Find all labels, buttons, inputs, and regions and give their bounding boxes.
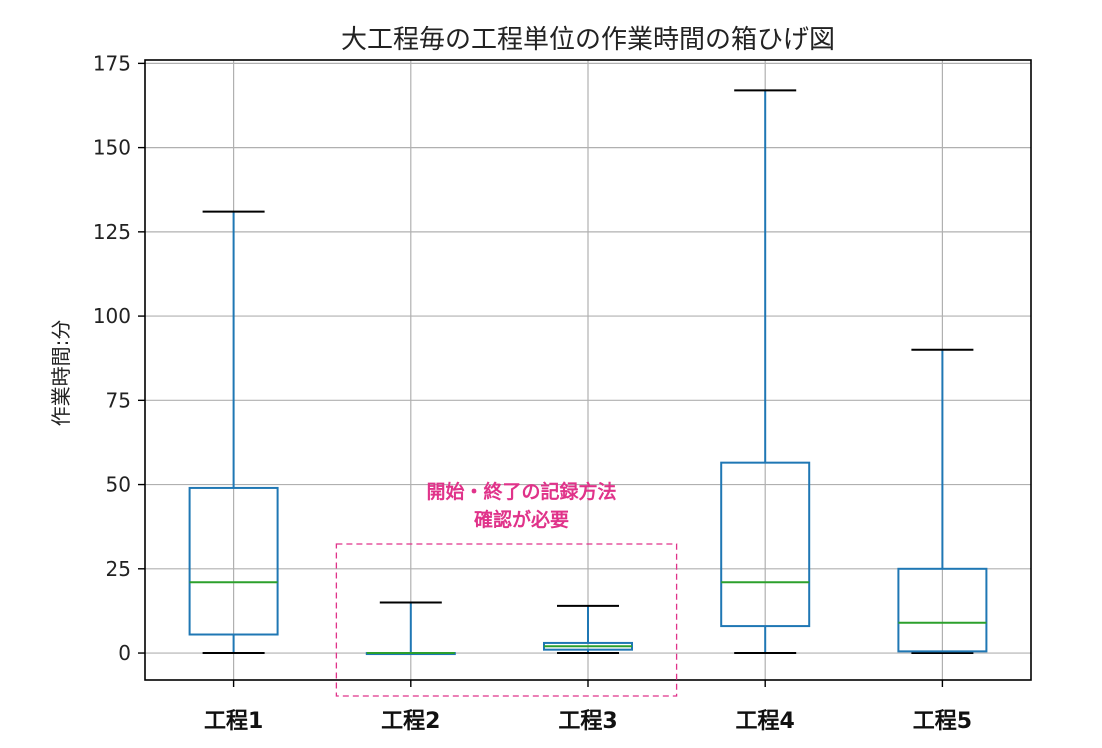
box <box>720 461 811 628</box>
y-tick-label: 150 <box>93 136 131 160</box>
box <box>897 567 988 653</box>
y-tick-label: 175 <box>93 51 131 75</box>
y-tick-label: 0 <box>118 641 131 665</box>
x-tick-label: 工程1 <box>204 709 263 734</box>
x-tick-label: 工程3 <box>558 709 617 734</box>
plot-area: 0 25 50 75 100 125 150 175 工程1 工程2 工程3 工程4 工程5 開始・終了の… <box>93 51 1032 734</box>
y-tick-label: 125 <box>93 220 131 244</box>
y-tick-label: 50 <box>106 473 131 497</box>
box <box>188 486 279 636</box>
x-tick-label: 工程2 <box>381 709 440 734</box>
y-tick-label: 100 <box>93 304 131 328</box>
y-axis-label: 作業時間:分 <box>49 320 73 427</box>
annotation-text: 確認が必要 <box>474 508 569 531</box>
y-tick-label: 25 <box>106 557 131 581</box>
x-tick-label: 工程5 <box>913 709 972 734</box>
x-tick-label: 工程4 <box>736 709 795 734</box>
chart-title: 大工程毎の工程単位の作業時間の箱ひげ図 <box>341 25 835 55</box>
y-tick-label: 75 <box>106 388 131 412</box>
annotation-box <box>335 543 678 697</box>
annotation-text: 開始・終了の記録方法 <box>426 480 616 503</box>
